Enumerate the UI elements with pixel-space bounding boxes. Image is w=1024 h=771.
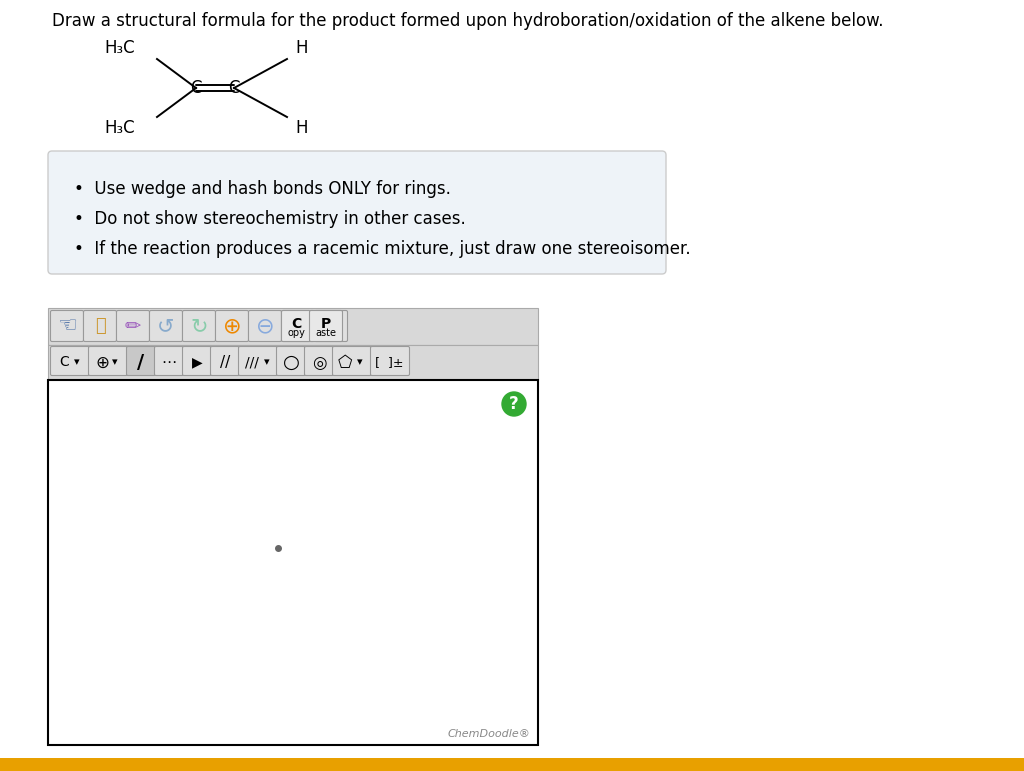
Text: ▾: ▾ <box>264 358 269 368</box>
Text: ▾: ▾ <box>357 358 362 368</box>
Text: ☜: ☜ <box>57 317 77 336</box>
FancyBboxPatch shape <box>50 311 84 342</box>
Text: P: P <box>321 317 331 331</box>
Text: ▶: ▶ <box>191 355 203 369</box>
Text: ?: ? <box>509 395 519 413</box>
Text: ⊕: ⊕ <box>95 353 109 372</box>
Bar <box>48 380 538 745</box>
Text: •  Use wedge and hash bonds ONLY for rings.: • Use wedge and hash bonds ONLY for ring… <box>74 180 451 198</box>
Bar <box>48 308 538 345</box>
Text: H: H <box>295 39 307 57</box>
Text: aste: aste <box>315 328 337 338</box>
Bar <box>48 345 538 380</box>
Text: ⊖: ⊖ <box>256 317 274 336</box>
Text: //: // <box>220 355 230 370</box>
Text: Draw a structural formula for the product formed upon hydroboration/oxidation of: Draw a structural formula for the produc… <box>52 12 884 30</box>
FancyBboxPatch shape <box>371 346 410 375</box>
Circle shape <box>502 392 526 416</box>
FancyBboxPatch shape <box>88 346 128 375</box>
FancyBboxPatch shape <box>314 311 347 342</box>
Text: opy: opy <box>287 328 305 338</box>
FancyBboxPatch shape <box>150 311 182 342</box>
Text: •  If the reaction produces a racemic mixture, just draw one stereoisomer.: • If the reaction produces a racemic mix… <box>74 240 690 258</box>
FancyBboxPatch shape <box>48 151 666 274</box>
FancyBboxPatch shape <box>50 346 89 375</box>
FancyBboxPatch shape <box>117 311 150 342</box>
FancyBboxPatch shape <box>239 346 278 375</box>
FancyBboxPatch shape <box>211 346 240 375</box>
FancyBboxPatch shape <box>182 346 212 375</box>
Text: ○: ○ <box>283 353 299 372</box>
Text: /: / <box>137 353 144 372</box>
FancyBboxPatch shape <box>282 311 310 342</box>
FancyBboxPatch shape <box>276 346 305 375</box>
Text: ⊕: ⊕ <box>222 317 242 336</box>
Text: ⬠: ⬠ <box>338 353 352 372</box>
Text: ▾: ▾ <box>74 358 80 368</box>
Text: 🧪: 🧪 <box>94 318 105 335</box>
FancyBboxPatch shape <box>304 346 334 375</box>
Text: ⋯: ⋯ <box>162 355 176 370</box>
Text: H: H <box>295 119 307 137</box>
FancyBboxPatch shape <box>282 311 314 342</box>
Text: C: C <box>228 79 240 97</box>
Text: [  ]±: [ ]± <box>375 356 403 369</box>
FancyBboxPatch shape <box>127 346 156 375</box>
Text: ◎: ◎ <box>311 353 327 372</box>
Text: ↺: ↺ <box>158 317 175 336</box>
FancyBboxPatch shape <box>155 346 183 375</box>
FancyBboxPatch shape <box>182 311 215 342</box>
Text: ///: /// <box>245 355 259 369</box>
FancyBboxPatch shape <box>333 346 372 375</box>
FancyBboxPatch shape <box>249 311 282 342</box>
Text: ✏: ✏ <box>125 317 141 336</box>
Text: C: C <box>59 355 69 369</box>
Text: H₃C: H₃C <box>104 119 135 137</box>
FancyBboxPatch shape <box>309 311 342 342</box>
FancyBboxPatch shape <box>215 311 249 342</box>
Text: ChemDoodle®: ChemDoodle® <box>447 729 530 739</box>
Bar <box>0 758 1024 771</box>
Text: •  Do not show stereochemistry in other cases.: • Do not show stereochemistry in other c… <box>74 210 466 228</box>
FancyBboxPatch shape <box>84 311 117 342</box>
Text: C: C <box>291 317 301 331</box>
Text: C: C <box>190 79 202 97</box>
Text: ▾: ▾ <box>113 358 118 368</box>
Text: H₃C: H₃C <box>104 39 135 57</box>
Text: ↻: ↻ <box>190 317 208 336</box>
